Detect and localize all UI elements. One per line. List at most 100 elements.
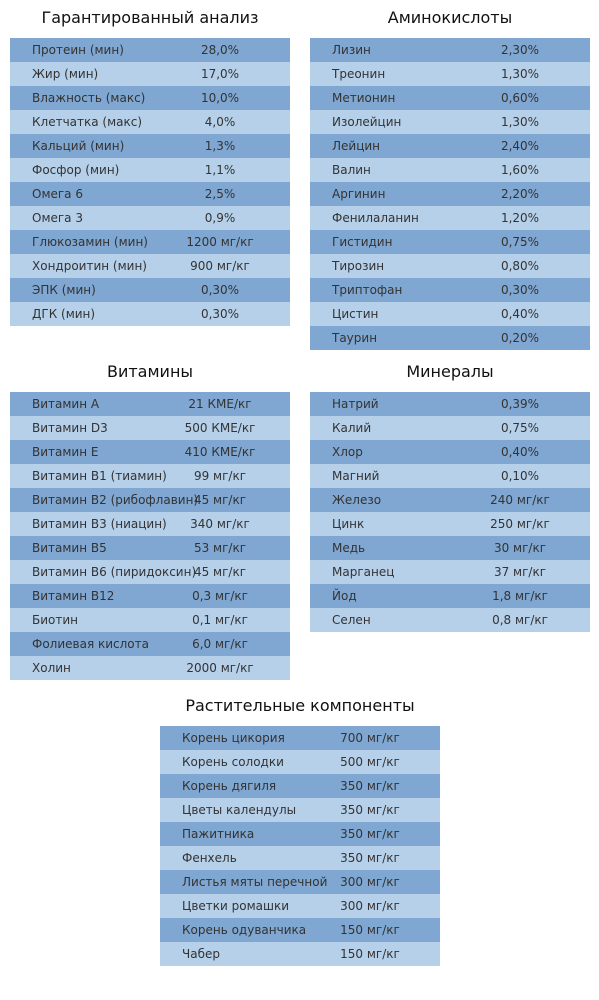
nutrient-name: Листья мяты перечной <box>182 875 328 889</box>
nutrient-name: Витамин B6 (пиридоксин) <box>32 565 197 579</box>
nutrient-name: Витамин B1 (тиамин) <box>32 469 167 483</box>
nutrient-value: 37 мг/кг <box>493 565 547 579</box>
nutrient-value: 350 мг/кг <box>340 779 400 793</box>
nutrient-name: Корень дягиля <box>182 779 277 793</box>
nutrient-value: 350 мг/кг <box>340 827 400 841</box>
nutrient-name: Гистидин <box>332 235 393 249</box>
table-row: Влажность (макс) 10,0% <box>10 86 290 110</box>
table: Витамин A 21 КМЕ/кг Витамин D3 500 КМЕ/кг Ви… <box>10 392 290 680</box>
table-row: Глюкозамин (мин) 1200 мг/кг <box>10 230 290 254</box>
nutrient-value: 0,75% <box>500 421 540 435</box>
nutrient-value: 0,30% <box>500 283 540 297</box>
section-title: Растительные компоненты <box>185 696 415 715</box>
table-row: Корень дягиля 350 мг/кг <box>160 774 440 798</box>
section-title: Минералы <box>406 362 494 381</box>
table-row: Корень одуванчика 150 мг/кг <box>160 918 440 942</box>
table-row: Железо 240 мг/кг <box>310 488 590 512</box>
nutrient-value: 2,40% <box>500 139 540 153</box>
nutrient-name: Витамин B5 <box>32 541 107 555</box>
nutrient-name: Фенилаланин <box>332 211 419 225</box>
table-row: Витамин B1 (тиамин) 99 мг/кг <box>10 464 290 488</box>
nutrient-value: 410 КМЕ/кг <box>184 445 256 459</box>
nutrient-name: Аргинин <box>332 187 386 201</box>
nutrient-name: Пажитника <box>182 827 255 841</box>
nutrient-name: Натрий <box>332 397 379 411</box>
nutrient-value: 2,5% <box>204 187 236 201</box>
nutrient-name: ДГК (мин) <box>32 307 96 321</box>
table-row: Омега 6 2,5% <box>10 182 290 206</box>
nutrient-name: Глюкозамин (мин) <box>32 235 148 249</box>
nutrient-value: 45 мг/кг <box>193 493 247 507</box>
table-row: Витамин A 21 КМЕ/кг <box>10 392 290 416</box>
table-row: Селен 0,8 мг/кг <box>310 608 590 632</box>
nutrient-value: 0,9% <box>204 211 236 225</box>
nutrient-name: Корень цикория <box>182 731 285 745</box>
table-row: Метионин 0,60% <box>310 86 590 110</box>
table-row: Витамин B3 (ниацин) 340 мг/кг <box>10 512 290 536</box>
table-row: Витамин B12 0,3 мг/кг <box>10 584 290 608</box>
nutrient-value: 350 мг/кг <box>340 851 400 865</box>
nutrient-value: 28,0% <box>200 43 240 57</box>
nutrient-name: Витамин A <box>32 397 100 411</box>
nutrient-value: 21 КМЕ/кг <box>188 397 252 411</box>
table-row: Марганец 37 мг/кг <box>310 560 590 584</box>
nutrient-value: 1200 мг/кг <box>186 235 254 249</box>
nutrient-name: Витамин B12 <box>32 589 115 603</box>
nutrient-value: 17,0% <box>200 67 240 81</box>
table-row: Витамин E 410 КМЕ/кг <box>10 440 290 464</box>
table-row: Таурин 0,20% <box>310 326 590 350</box>
nutrient-value: 0,40% <box>500 307 540 321</box>
minerals: Минералы Натрий 0,39% Калий 0,75% Хлор 0,40% Ма… <box>310 354 590 632</box>
table-row: Биотин 0,1 мг/кг <box>10 608 290 632</box>
nutrient-value: 1,1% <box>204 163 236 177</box>
nutrient-value: 1,3% <box>204 139 236 153</box>
section-title: Витамины <box>106 362 194 381</box>
table-row: Клетчатка (макс) 4,0% <box>10 110 290 134</box>
nutrient-value: 30 мг/кг <box>493 541 547 555</box>
nutrient-name: Биотин <box>32 613 79 627</box>
nutrient-name: Изолейцин <box>332 115 402 129</box>
nutrient-name: Корень одуванчика <box>182 923 307 937</box>
nutrient-name: Жир (мин) <box>32 67 99 81</box>
table-row: Треонин 1,30% <box>310 62 590 86</box>
nutrient-name: Холин <box>32 661 71 675</box>
nutrient-name: Чабер <box>182 947 220 961</box>
nutrient-value: 99 мг/кг <box>193 469 247 483</box>
nutrient-value: 150 мг/кг <box>340 947 400 961</box>
nutrient-name: Марганец <box>332 565 395 579</box>
nutrient-name: Фолиевая кислота <box>32 637 149 651</box>
table-row: Жир (мин) 17,0% <box>10 62 290 86</box>
nutrient-value: 4,0% <box>204 115 236 129</box>
table-row: Витамин B2 (рибофлавин) 45 мг/кг <box>10 488 290 512</box>
nutrient-name: Таурин <box>332 331 378 345</box>
nutrient-value: 1,30% <box>500 67 540 81</box>
nutrient-name: Цветки ромашки <box>182 899 290 913</box>
table-row: Витамин B5 53 мг/кг <box>10 536 290 560</box>
table-row: Пажитника 350 мг/кг <box>160 822 440 846</box>
nutrient-value: 0,60% <box>500 91 540 105</box>
nutrient-name: ЭПК (мин) <box>32 283 96 297</box>
nutrient-value: 2,30% <box>500 43 540 57</box>
nutrient-name: Омега 6 <box>32 187 83 201</box>
nutrient-value: 0,40% <box>500 445 540 459</box>
table-row: Натрий 0,39% <box>310 392 590 416</box>
nutrient-name: Йод <box>332 589 357 603</box>
table-row: ЭПК (мин) 0,30% <box>10 278 290 302</box>
nutrient-value: 1,20% <box>500 211 540 225</box>
table-row: Фенхель 350 мг/кг <box>160 846 440 870</box>
nutrient-value: 1,60% <box>500 163 540 177</box>
section-title: Аминокислоты <box>387 8 513 27</box>
table-row: Магний 0,10% <box>310 464 590 488</box>
table-row: Лейцин 2,40% <box>310 134 590 158</box>
table-row: Кальций (мин) 1,3% <box>10 134 290 158</box>
nutrient-value: 0,30% <box>200 307 240 321</box>
nutrient-value: 2,20% <box>500 187 540 201</box>
table-row: Протеин (мин) 28,0% <box>10 38 290 62</box>
nutrient-value: 500 КМЕ/кг <box>184 421 256 435</box>
table-row: Аргинин 2,20% <box>310 182 590 206</box>
nutrient-value: 0,39% <box>500 397 540 411</box>
table-row: Фенилаланин 1,20% <box>310 206 590 230</box>
table-row: Медь 30 мг/кг <box>310 536 590 560</box>
table-row: Хондроитин (мин) 900 мг/кг <box>10 254 290 278</box>
